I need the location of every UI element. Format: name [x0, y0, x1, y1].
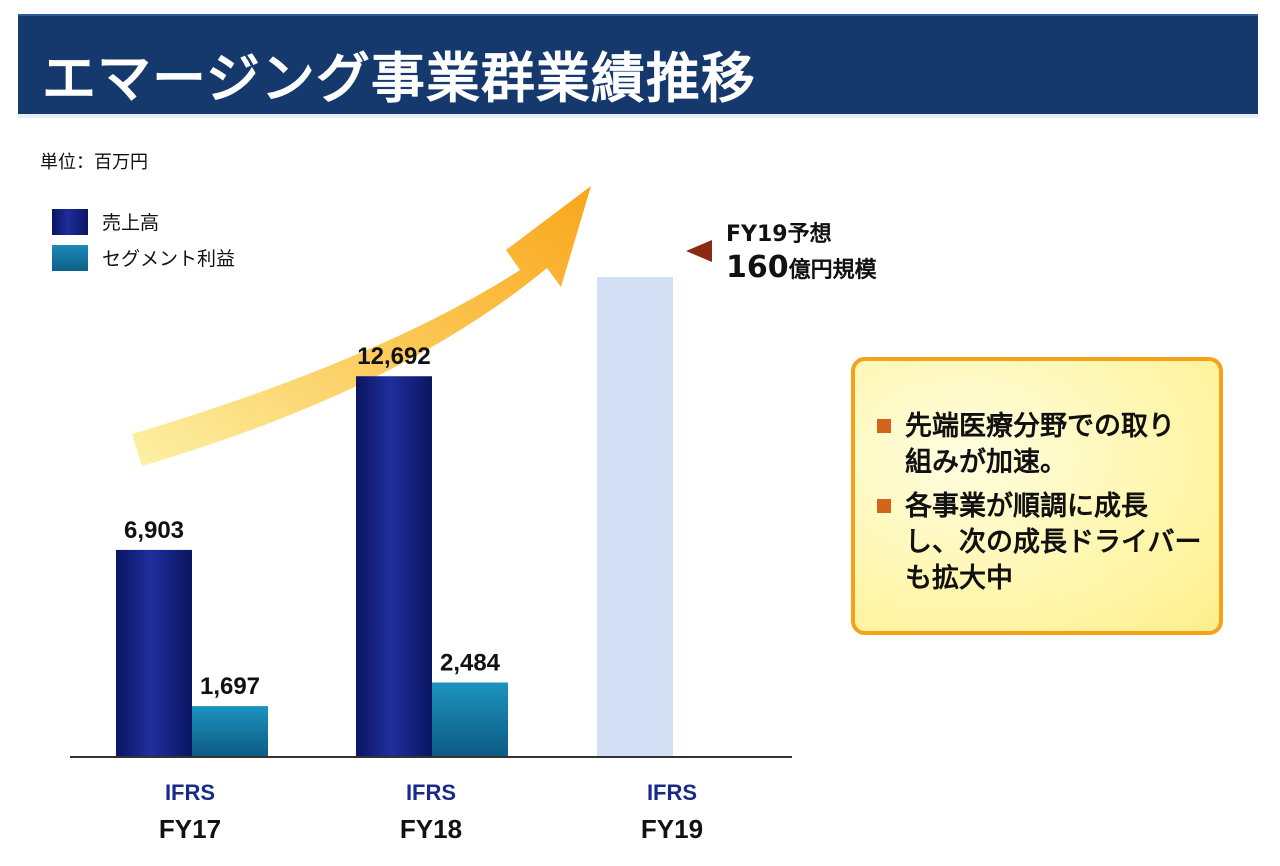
- callout-bullet: 先端医療分野での取り 組みが加速。: [877, 409, 1215, 481]
- growth-arrow-icon: [132, 186, 591, 466]
- title-bar: エマージング事業群業績推移: [18, 14, 1258, 118]
- callout-bullet: 各事業が順調に成長 し、次の成長ドライバー も拡大中: [877, 489, 1215, 597]
- category-label-FY18: FY18: [400, 814, 462, 844]
- category-sublabel-FY18: IFRS: [406, 780, 456, 805]
- page-title: エマージング事業群業績推移: [42, 47, 756, 110]
- forecast-number: 160: [726, 250, 789, 285]
- forecast-pointer-icon: [686, 240, 712, 262]
- callout-bullet-text: 各事業が順調に成長 し、次の成長ドライバー も拡大中: [905, 491, 1202, 594]
- callout-bullet-text: 先端医療分野での取り 組みが加速。: [905, 411, 1175, 478]
- data-label-profit-FY18: 2,484: [440, 649, 501, 676]
- data-label-sales-FY17: 6,903: [124, 517, 184, 544]
- bar-profit-FY17: [192, 706, 268, 757]
- bar-profit-FY18: [432, 682, 508, 757]
- legend-label-sales: 売上高: [102, 212, 160, 234]
- legend-item-sales: 売上高: [52, 208, 159, 235]
- category-label-FY19: FY19: [641, 814, 703, 844]
- category-sublabel-FY17: IFRS: [165, 780, 215, 805]
- bullet-square-icon: [877, 419, 891, 433]
- legend-item-profit: セグメント利益: [52, 244, 235, 271]
- legend-swatch-sales: [52, 208, 88, 235]
- bar-sales-FY18: [356, 376, 432, 757]
- category-label-FY17: FY17: [159, 814, 221, 844]
- data-label-sales-FY18: 12,692: [357, 343, 430, 370]
- legend-swatch-profit: [52, 244, 88, 271]
- bar-sales-FY17: [116, 549, 192, 757]
- bullet-square-icon: [877, 499, 891, 513]
- callout-box: 先端医療分野での取り 組みが加速。 各事業が順調に成長 し、次の成長ドライバー …: [851, 357, 1223, 635]
- category-sublabel-FY19: IFRS: [647, 780, 697, 805]
- unit-label: 単位：百万円: [40, 152, 148, 173]
- forecast-value: 160億円規模: [726, 250, 877, 285]
- data-label-profit-FY17: 1,697: [200, 673, 260, 700]
- legend-label-profit: セグメント利益: [102, 248, 236, 270]
- forecast-label: FY19予想: [726, 222, 832, 247]
- forecast-unit: 億円規模: [788, 258, 877, 283]
- bar-sales-forecast-FY19: [597, 277, 673, 757]
